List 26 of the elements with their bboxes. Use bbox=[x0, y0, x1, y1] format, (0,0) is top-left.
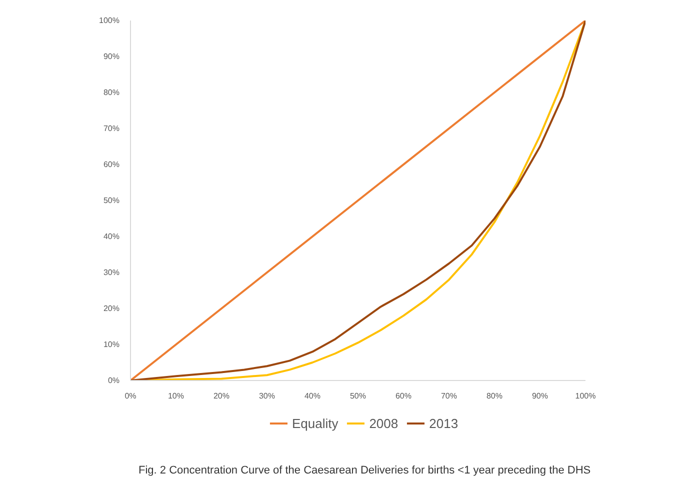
y-tick-label: 80% bbox=[103, 88, 120, 97]
x-tick-label: 80% bbox=[486, 392, 503, 400]
x-tick-label: 10% bbox=[168, 392, 184, 400]
y-tick-label: 30% bbox=[103, 268, 120, 277]
y-tick-label: 90% bbox=[103, 52, 120, 61]
y-tick-label: 10% bbox=[103, 340, 120, 349]
legend-label: Equality bbox=[292, 416, 338, 430]
y-tick-label: 0% bbox=[108, 376, 120, 385]
y-tick-label: 20% bbox=[103, 304, 120, 313]
x-tick-label: 60% bbox=[395, 392, 412, 400]
legend-label: 2013 bbox=[429, 416, 458, 430]
x-tick-label: 70% bbox=[440, 392, 458, 400]
y-tick-label: 100% bbox=[99, 16, 120, 25]
x-tick-label: 100% bbox=[575, 392, 596, 400]
legend-label: 2008 bbox=[369, 416, 398, 430]
x-tick-label: 30% bbox=[258, 392, 276, 400]
caption: Fig. 2 Concentration Curve of the Caesarean Deliveries for births <1 year preceding the DHS bbox=[138, 464, 591, 476]
x-tick-label: 90% bbox=[532, 392, 548, 400]
x-tick-label: 0% bbox=[124, 392, 136, 400]
x-tick-label: 40% bbox=[304, 392, 321, 400]
y-tick-label: 40% bbox=[103, 232, 120, 241]
x-tick-label: 50% bbox=[350, 392, 366, 400]
y-tick-label: 70% bbox=[103, 124, 120, 133]
x-tick-label: 20% bbox=[213, 392, 230, 400]
y-tick-label: 50% bbox=[103, 196, 120, 205]
y-tick-label: 60% bbox=[103, 160, 120, 169]
